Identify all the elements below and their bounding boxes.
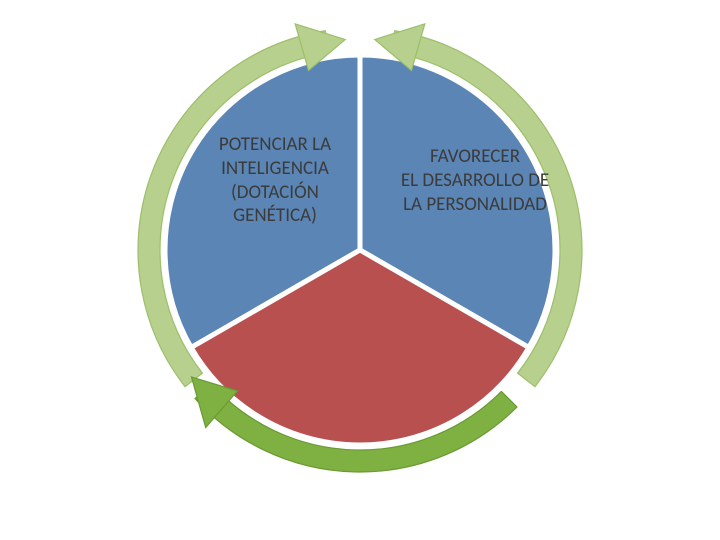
segment-top-left-label: POTENCIAR LA INTELIGENCIA (DOTACIÓN GENÉ…: [190, 133, 360, 228]
cycle-diagram: POTENCIAR LA INTELIGENCIA (DOTACIÓN GENÉ…: [0, 0, 720, 540]
cycle-svg: [0, 0, 720, 540]
segment-bottom-title: EDUCACIÓN INTEGRAL: [240, 335, 480, 419]
segment-top-right-label: FAVORECER EL DESARROLLO DE LA PERSONALID…: [380, 145, 570, 216]
